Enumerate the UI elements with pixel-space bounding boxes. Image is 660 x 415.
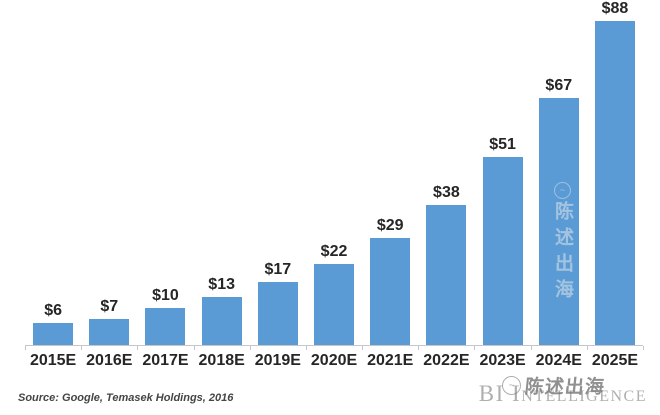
axis-tick bbox=[474, 346, 476, 350]
axis-tick bbox=[418, 346, 420, 350]
watermark-logo-icon: ~ bbox=[554, 182, 571, 199]
bar-column: $10 bbox=[137, 0, 193, 345]
bar-value-label: $88 bbox=[601, 0, 629, 17]
x-tick-label: 2018E bbox=[198, 352, 245, 369]
x-tick-label: 2024E bbox=[535, 352, 582, 369]
bar bbox=[33, 323, 74, 345]
axis-tick bbox=[530, 346, 532, 350]
bar bbox=[370, 238, 411, 345]
bar bbox=[482, 157, 523, 345]
bar bbox=[426, 205, 467, 345]
bar-value-label: $13 bbox=[208, 276, 235, 293]
bar-column: $7 bbox=[81, 0, 137, 345]
watermark-logo-icon: ~ bbox=[502, 376, 521, 395]
bar-column: $22 bbox=[306, 0, 362, 345]
watermark-side: ~ 陈述出海 bbox=[549, 182, 576, 305]
source-note: Source: Google, Temasek Holdings, 2016 bbox=[18, 392, 234, 404]
axis-tick bbox=[642, 346, 644, 350]
axis-tick bbox=[305, 346, 307, 350]
bar-column: $38 bbox=[418, 0, 474, 345]
bar-column: $29 bbox=[362, 0, 418, 345]
x-axis-labels: 2015E 2016E 2017E 2018E 2019E 2020E 2021E 2022E… bbox=[25, 352, 643, 370]
bar-value-label: $17 bbox=[264, 261, 292, 278]
x-tick-label: 2020E bbox=[310, 352, 358, 369]
bar-value-label: $51 bbox=[489, 136, 516, 153]
bar bbox=[201, 297, 242, 345]
x-tick-label: 2017E bbox=[142, 352, 189, 369]
watermark-text-vertical: 陈述出海 bbox=[552, 201, 573, 305]
bar bbox=[538, 98, 579, 345]
axis-tick bbox=[81, 346, 83, 350]
x-tick-label: 2015E bbox=[29, 352, 77, 369]
watermark-text: 陈述出海 bbox=[523, 377, 606, 398]
bar bbox=[145, 308, 186, 345]
x-tick-label: 2025E bbox=[591, 352, 639, 369]
bar bbox=[314, 264, 355, 345]
bar-column: $6 bbox=[25, 0, 81, 345]
bar-value-label: $22 bbox=[320, 243, 348, 260]
bar-value-label: $7 bbox=[100, 298, 119, 315]
x-tick-label: 2022E bbox=[423, 352, 470, 369]
bar-column: $51 bbox=[475, 0, 531, 345]
bar-value-label: $10 bbox=[152, 287, 179, 304]
axis-tick bbox=[249, 346, 251, 350]
bar-column: $17 bbox=[250, 0, 306, 345]
axis-tick bbox=[137, 346, 139, 350]
bar-column: $67 bbox=[531, 0, 587, 345]
axis-tick bbox=[586, 346, 588, 350]
bar-column: $13 bbox=[194, 0, 250, 345]
x-axis-ticks bbox=[25, 346, 644, 350]
plot-area: $6 $7 $10 $13 $17 $22 $29 $38 $51 $67 $88 bbox=[25, 0, 643, 345]
bar bbox=[89, 319, 130, 345]
x-tick-label: 2019E bbox=[254, 352, 301, 369]
bar-value-label: $38 bbox=[433, 184, 460, 201]
bar-value-label: $67 bbox=[545, 77, 573, 94]
axis-tick bbox=[25, 346, 26, 350]
x-axis-line bbox=[25, 345, 643, 346]
watermark-bottom: ~ 陈述出海 bbox=[502, 372, 606, 399]
x-tick-label: 2016E bbox=[86, 352, 133, 369]
x-tick-label: 2023E bbox=[479, 352, 526, 369]
bar-value-label: $6 bbox=[44, 302, 62, 319]
axis-tick bbox=[193, 346, 195, 350]
bar bbox=[257, 282, 298, 345]
axis-tick bbox=[362, 346, 364, 350]
bar bbox=[594, 21, 635, 345]
x-tick-label: 2021E bbox=[367, 352, 414, 369]
bar-column: $88 bbox=[587, 0, 643, 345]
bar-value-label: $29 bbox=[376, 217, 404, 234]
